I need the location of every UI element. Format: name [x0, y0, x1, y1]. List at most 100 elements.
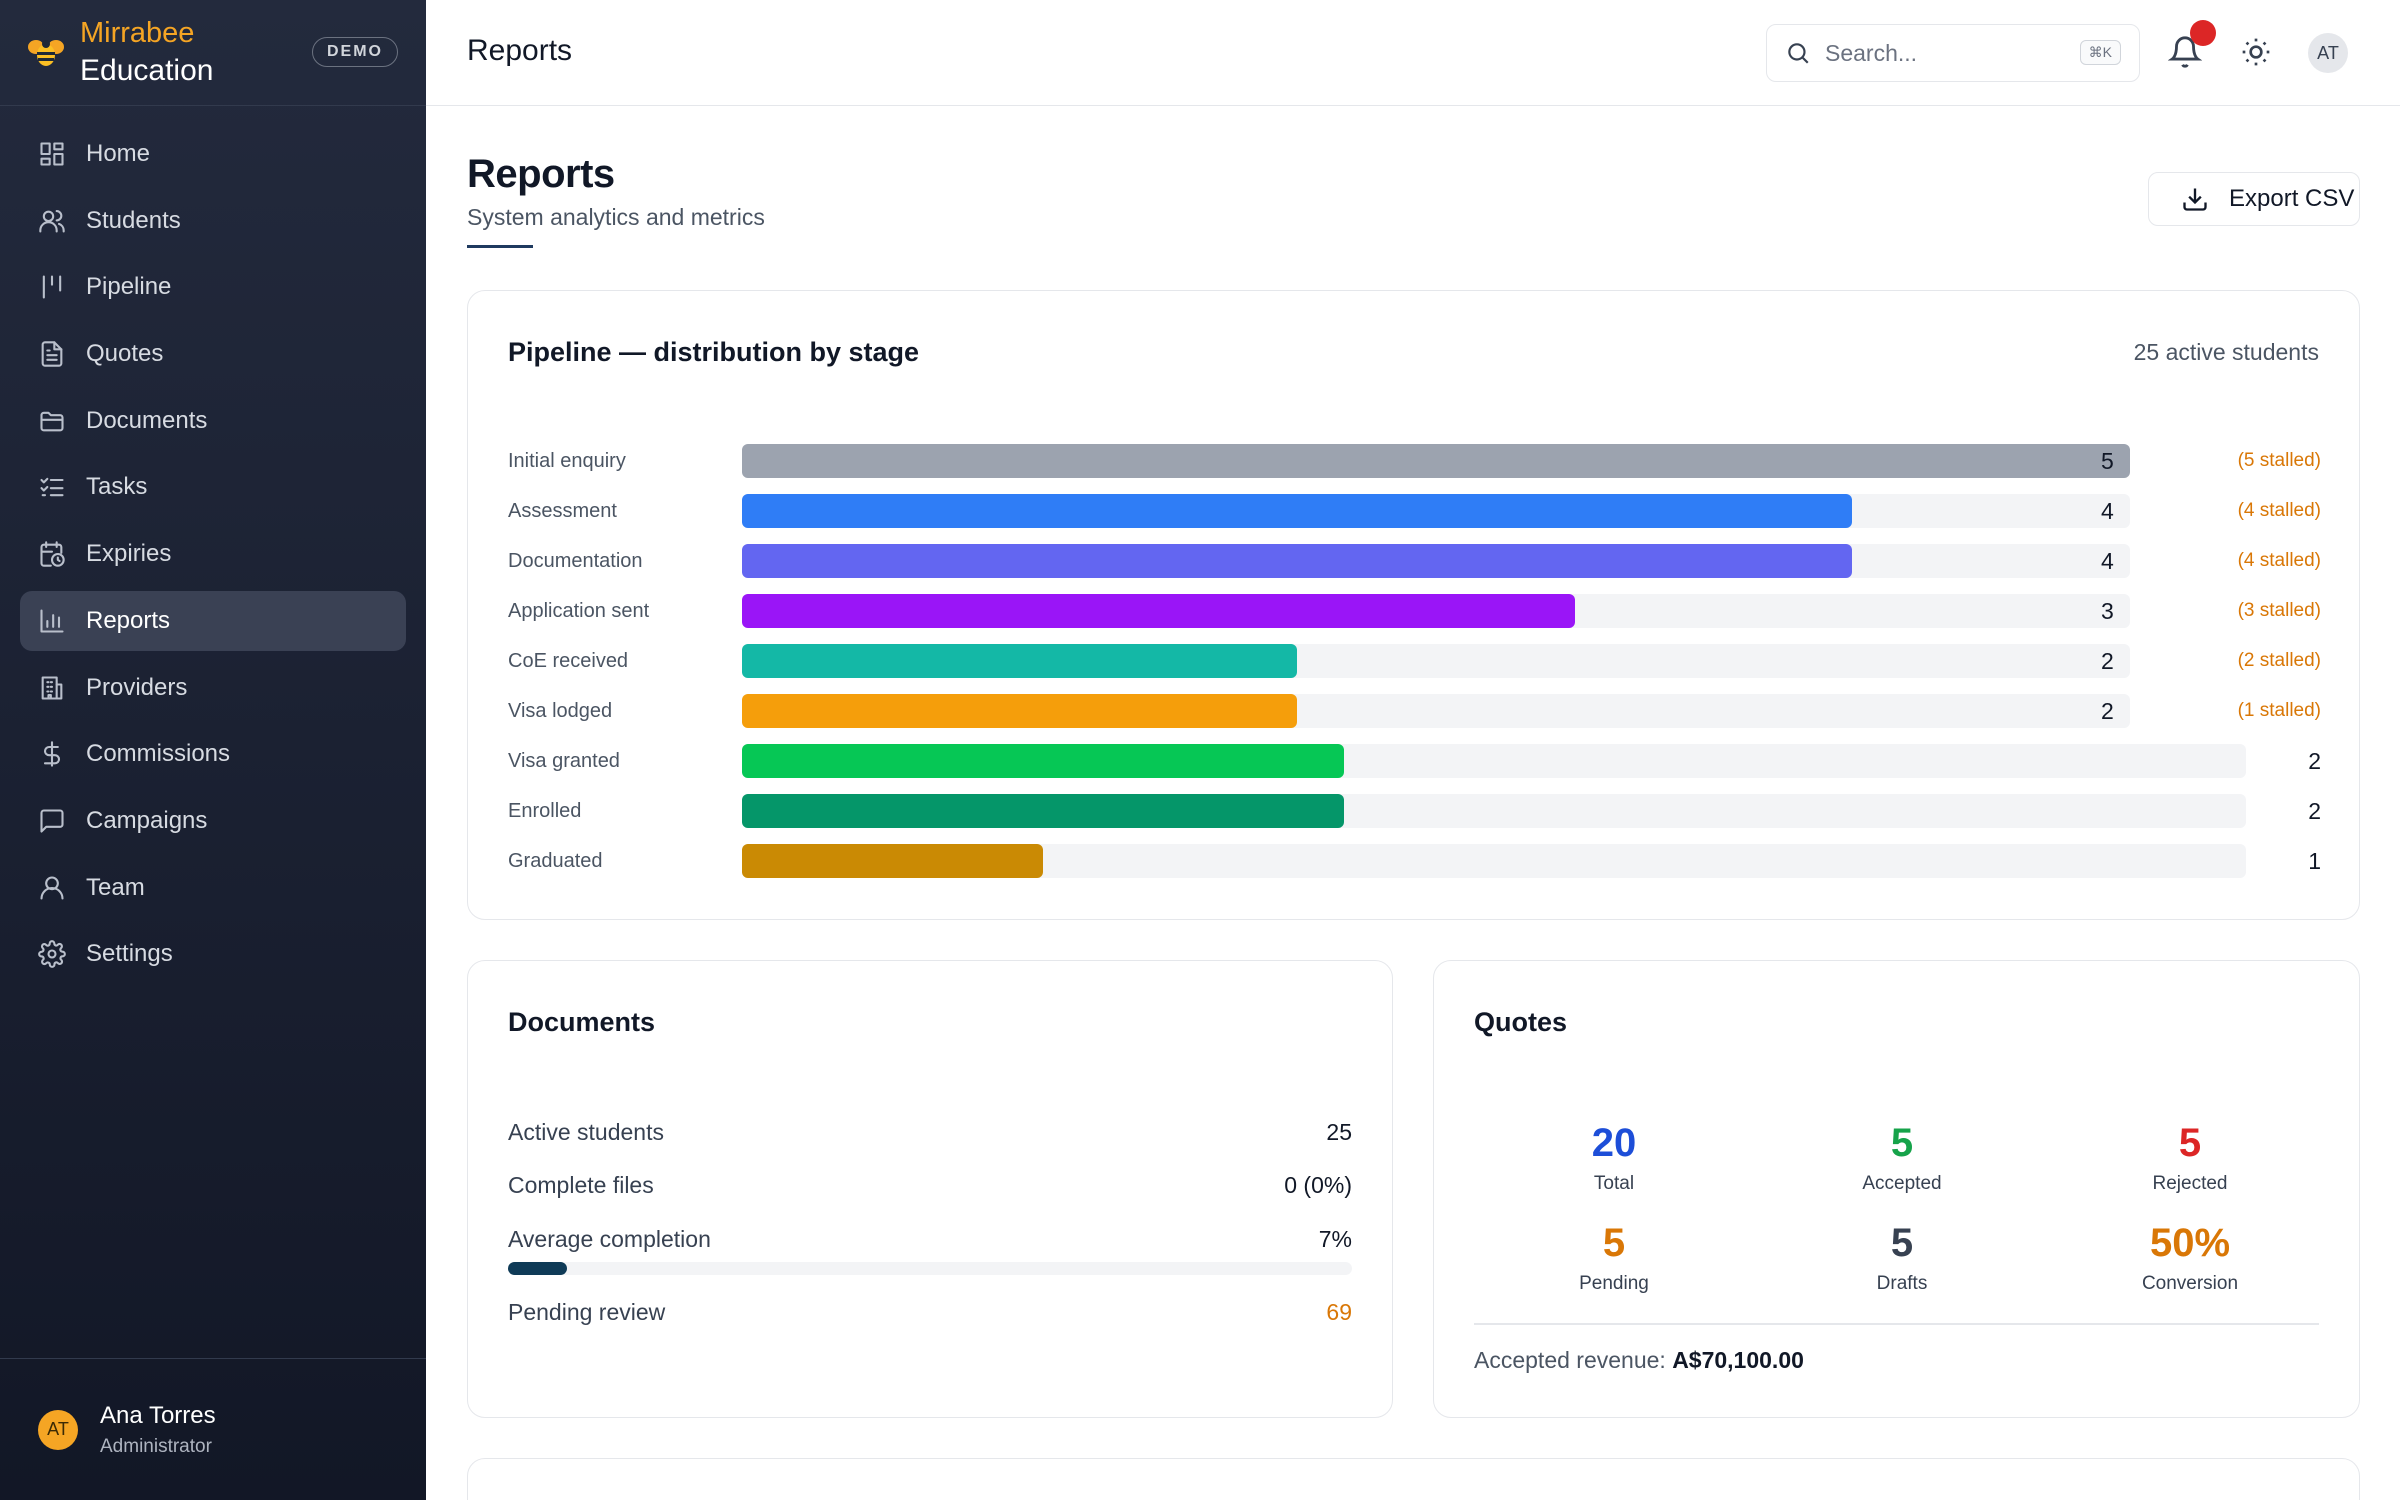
file-text-icon — [38, 340, 66, 368]
doc-row-average-completion: Average completion 7% — [508, 1226, 1352, 1253]
sidebar-item-documents[interactable]: Documents — [20, 391, 406, 451]
stage-count: 2 — [2308, 798, 2321, 824]
sidebar-item-reports[interactable]: Reports — [20, 590, 406, 651]
doc-row-value: 69 — [1326, 1299, 1352, 1325]
stage-bar-fill — [742, 444, 2130, 478]
stage-bar-fill — [742, 844, 1043, 878]
sidebar-item-providers[interactable]: Providers — [20, 658, 406, 718]
stage-count: 2 — [2308, 748, 2321, 774]
sidebar-item-pipeline[interactable]: Pipeline — [20, 257, 406, 317]
pipeline-card: Pipeline — distribution by stage 25 acti… — [467, 290, 2360, 920]
stage-bar-track — [742, 844, 2246, 878]
pipeline-icon — [38, 273, 66, 301]
sidebar-item-settings[interactable]: Settings — [20, 924, 406, 984]
accepted-revenue-label: Accepted revenue: — [1474, 1347, 1666, 1373]
folder-icon — [38, 407, 66, 435]
stage-label: Enrolled — [508, 800, 582, 822]
list-checks-icon — [38, 473, 66, 501]
doc-row-label: Pending review — [508, 1299, 666, 1325]
stage-bar-fill — [742, 494, 1852, 528]
stage-count: 2 — [2101, 648, 2114, 674]
sidebar-item-tasks[interactable]: Tasks — [20, 457, 406, 517]
sidebar-item-expiries[interactable]: Expiries — [20, 524, 406, 584]
sidebar-item-label: Reports — [86, 606, 171, 634]
brand[interactable]: Mirrabee Education DEMO — [0, 0, 426, 106]
quotes-divider — [1474, 1323, 2319, 1325]
pipeline-active-count: 25 active students — [2133, 339, 2319, 365]
stage-count: 4 — [2101, 498, 2114, 524]
grid-icon — [38, 140, 66, 168]
user-profile[interactable]: AT Ana Torres Administrator — [0, 1358, 426, 1500]
accepted-revenue: Accepted revenue: A$70,100.00 — [1474, 1347, 1804, 1374]
search-icon — [1788, 43, 1809, 64]
sidebar-item-campaigns[interactable]: Campaigns — [20, 791, 406, 851]
stage-count: 4 — [2101, 548, 2114, 574]
sidebar-item-label: Students — [86, 206, 181, 234]
notification-dot — [2190, 20, 2216, 46]
doc-row-value: 7% — [1318, 1226, 1352, 1252]
stage-bar-fill — [742, 544, 1852, 578]
quote-stat-label: Pending — [1579, 1273, 1649, 1294]
sidebar-item-label: Tasks — [86, 473, 148, 501]
stage-label: CoE received — [508, 650, 629, 672]
brand-name-bottom: Education — [80, 53, 214, 87]
gear-icon — [38, 940, 66, 969]
search-placeholder: Search... — [1825, 39, 1918, 66]
stage-count: 2 — [2101, 698, 2114, 724]
pipeline-stage-row: Enrolled 2 — [508, 794, 2321, 828]
page-title: Reports — [467, 152, 615, 196]
sidebar-item-label: Campaigns — [86, 806, 208, 834]
export-csv-button[interactable]: Export CSV — [2148, 172, 2360, 226]
download-icon — [2183, 188, 2207, 211]
next-report-card — [467, 1458, 2360, 1500]
sidebar-item-home[interactable]: Home — [20, 124, 406, 184]
search-input[interactable]: Search... ⌘K — [1766, 24, 2140, 82]
stage-stalled-note: (3 stalled) — [2237, 600, 2321, 621]
pipeline-stage-row: CoE received 2 (2 stalled) — [508, 644, 2321, 678]
quote-stat-label: Accepted — [1862, 1173, 1942, 1194]
pipeline-stage-row: Documentation 4 (4 stalled) — [508, 544, 2321, 578]
stage-label: Assessment — [508, 500, 617, 522]
quote-stat-value: 5 — [1890, 1121, 1914, 1165]
stage-bar-track — [742, 644, 2130, 678]
sidebar-item-label: Team — [86, 873, 145, 901]
title-underline — [467, 245, 533, 248]
completion-progress-bar — [508, 1262, 1352, 1275]
stage-bar-fill — [742, 694, 1297, 728]
quote-stat-conversion: 50% Conversion — [2090, 1223, 2290, 1295]
stage-stalled-note: (1 stalled) — [2237, 700, 2321, 721]
topbar: Reports Search... ⌘K AT — [426, 0, 2400, 106]
quote-stat-label: Rejected — [2152, 1173, 2228, 1194]
sidebar-item-quotes[interactable]: Quotes — [20, 324, 406, 384]
theme-toggle-sun-icon[interactable] — [2240, 36, 2272, 68]
stage-stalled-note: (4 stalled) — [2237, 500, 2321, 521]
calendar-clock-icon — [38, 540, 66, 568]
sidebar-item-label: Home — [86, 140, 151, 167]
avatar[interactable]: AT — [2308, 33, 2348, 73]
quote-stat-label: Conversion — [2141, 1273, 2239, 1294]
sidebar: Mirrabee Education DEMO Home Students Pi… — [0, 0, 426, 1500]
pipeline-title: Pipeline — distribution by stage — [508, 337, 920, 367]
sidebar-item-label: Quotes — [86, 340, 164, 368]
quote-stat-label: Total — [1593, 1173, 1635, 1194]
user-icon — [38, 874, 66, 902]
sidebar-item-label: Documents — [86, 406, 208, 434]
doc-row-value: 25 — [1326, 1119, 1352, 1145]
sidebar-item-team[interactable]: Team — [20, 858, 406, 918]
quotes-card: Quotes 20 Total 5 Accepted 5 Rejected 5 Pending… — [1433, 960, 2360, 1418]
sidebar-item-commissions[interactable]: Commissions — [20, 724, 406, 784]
sidebar-item-students[interactable]: Students — [20, 191, 406, 251]
stage-label: Graduated — [508, 850, 603, 872]
quote-stat-value: 5 — [1602, 1221, 1626, 1265]
quote-stat-pending: 5 Pending — [1514, 1223, 1714, 1295]
completion-progress-fill — [508, 1262, 568, 1275]
stage-label: Documentation — [508, 550, 643, 572]
bee-logo-icon — [28, 39, 64, 66]
stage-bar-fill — [742, 644, 1297, 678]
sidebar-item-label: Expiries — [86, 540, 172, 568]
quote-stat-value: 20 — [1591, 1121, 1637, 1165]
stage-bar-fill — [742, 594, 1575, 628]
notifications-bell-icon[interactable] — [2167, 34, 2203, 70]
pipeline-stage-row: Visa granted 2 — [508, 744, 2321, 778]
pipeline-stage-row: Graduated 1 — [508, 844, 2321, 878]
